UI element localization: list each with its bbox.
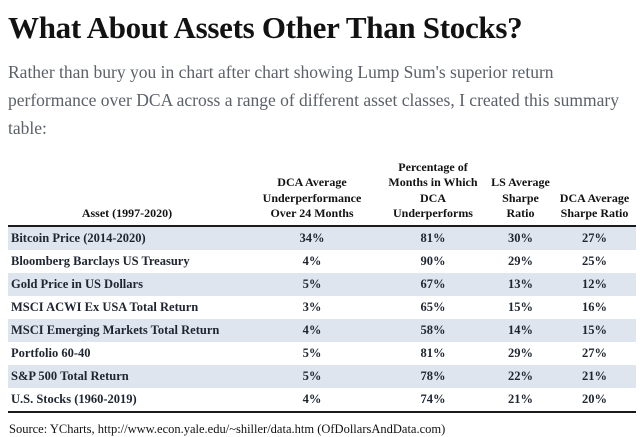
value-cell: 58%: [420, 323, 446, 338]
value-cell: 81%: [420, 231, 446, 246]
table-row: Portfolio 60-40 5% 81% 29% 27%: [8, 342, 636, 365]
value-cell: 21%: [582, 369, 607, 384]
asset-cell: Bitcoin Price (2014-2020): [11, 231, 146, 246]
value-cell: 13%: [508, 277, 533, 292]
value-cell: 4%: [302, 323, 322, 338]
column-header-pct-months: Percentage of Months in Which DCA Underp…: [378, 158, 488, 228]
table-body: Bitcoin Price (2014-2020) 34% 81% 30% 27…: [8, 226, 636, 414]
value-cell: 21%: [488, 388, 553, 414]
table-header-row: Asset (1997-2020) DCA Average Underperfo…: [8, 158, 636, 228]
value-cell: 15%: [582, 323, 607, 338]
asset-cell: Bloomberg Barclays US Treasury: [11, 254, 190, 269]
intro-paragraph: Rather than bury you in chart after char…: [8, 61, 619, 139]
value-cell: 27%: [582, 346, 607, 361]
asset-cell: MSCI Emerging Markets Total Return: [11, 323, 220, 338]
value-cell: 29%: [508, 346, 533, 361]
value-cell: 81%: [420, 346, 446, 361]
value-cell: 30%: [508, 231, 533, 246]
value-cell: 29%: [508, 254, 533, 269]
value-cell: 4%: [246, 388, 378, 414]
value-cell: 25%: [582, 254, 607, 269]
value-cell: 74%: [378, 388, 488, 414]
asset-cell: Gold Price in US Dollars: [11, 277, 143, 292]
value-cell: 5%: [302, 277, 322, 292]
value-cell: 3%: [302, 300, 322, 315]
column-header-dca-underperf: DCA Average Underperformance Over 24 Mon…: [246, 158, 378, 228]
value-cell: 15%: [508, 300, 533, 315]
value-cell: 34%: [299, 231, 325, 246]
asset-cell: MSCI ACWI Ex USA Total Return: [11, 300, 199, 315]
page-title: What About Assets Other Than Stocks?: [8, 10, 523, 45]
table-row: S&P 500 Total Return 5% 78% 22% 21%: [8, 365, 636, 389]
value-cell: 27%: [582, 231, 607, 246]
value-cell: 12%: [582, 277, 607, 292]
table-row: Bloomberg Barclays US Treasury 4% 90% 29…: [8, 250, 636, 273]
value-cell: 14%: [508, 323, 533, 338]
source-line: Source: YCharts, http://www.econ.yale.ed…: [9, 422, 446, 437]
table-row: Gold Price in US Dollars 5% 67% 13% 12%: [8, 273, 636, 297]
table-row: Bitcoin Price (2014-2020) 34% 81% 30% 27…: [8, 226, 636, 251]
value-cell: 5%: [302, 346, 322, 361]
value-cell: 90%: [420, 254, 446, 269]
asset-cell: U.S. Stocks (1960-2019): [8, 388, 246, 414]
table-row: U.S. Stocks (1960-2019) 4% 74% 21% 20%: [8, 388, 636, 414]
value-cell: 16%: [582, 300, 607, 315]
table-row: MSCI ACWI Ex USA Total Return 3% 65% 15%…: [8, 296, 636, 319]
value-cell: 22%: [508, 369, 533, 384]
value-cell: 67%: [420, 277, 446, 292]
value-cell: 20%: [553, 388, 636, 414]
summary-table: Asset (1997-2020) DCA Average Underperfo…: [8, 158, 636, 414]
table-row: MSCI Emerging Markets Total Return 4% 58…: [8, 319, 636, 343]
asset-cell: S&P 500 Total Return: [11, 369, 129, 384]
asset-cell: Portfolio 60-40: [11, 346, 91, 361]
value-cell: 5%: [302, 369, 322, 384]
value-cell: 78%: [420, 369, 446, 384]
value-cell: 65%: [420, 300, 446, 315]
value-cell: 4%: [302, 254, 322, 269]
column-header-ls-sharpe: LS Average Sharpe Ratio: [488, 158, 553, 228]
column-header-asset: Asset (1997-2020): [8, 158, 246, 228]
column-header-dca-sharpe: DCA Average Sharpe Ratio: [553, 158, 636, 228]
